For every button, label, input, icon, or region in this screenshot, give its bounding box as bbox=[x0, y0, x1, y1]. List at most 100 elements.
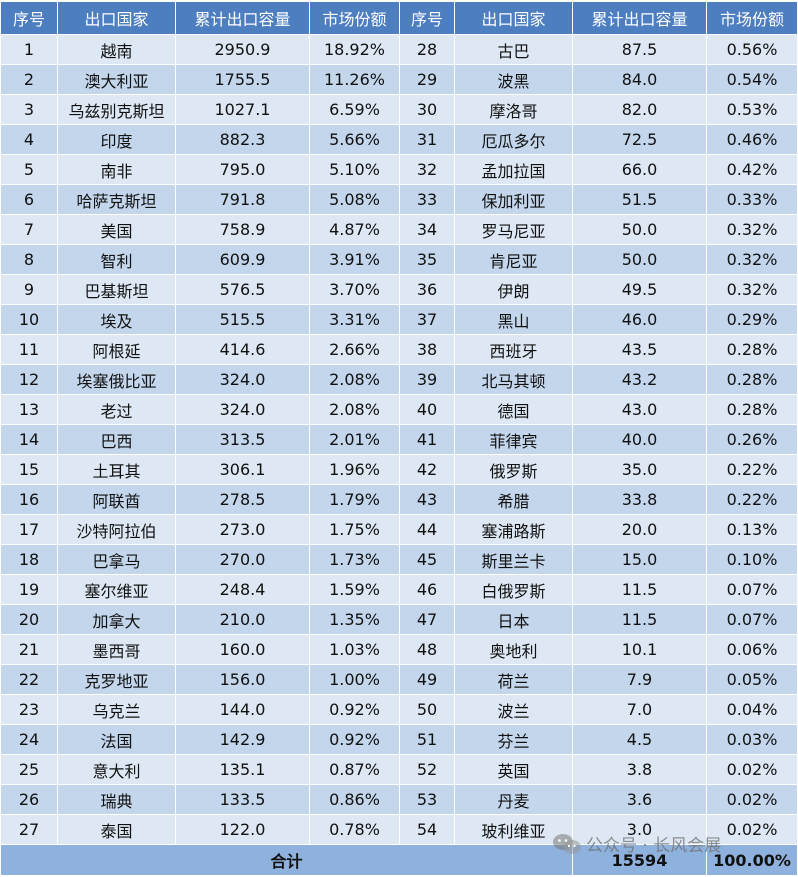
capacity-cell: 50.0 bbox=[572, 244, 707, 275]
country-cell: 瑞典 bbox=[57, 784, 176, 815]
share-cell: 0.22% bbox=[706, 454, 798, 485]
table-row: 27 泰国 122.0 0.78% 54 玻利维亚 3.0 0.02% bbox=[0, 814, 798, 845]
capacity-cell: 515.5 bbox=[175, 304, 310, 335]
country-cell: 俄罗斯 bbox=[454, 454, 573, 485]
share-cell: 1.75% bbox=[309, 514, 400, 545]
country-cell: 塞尔维亚 bbox=[57, 574, 176, 605]
rank-cell: 15 bbox=[0, 454, 58, 485]
country-cell: 摩洛哥 bbox=[454, 94, 573, 125]
rank-cell: 48 bbox=[399, 634, 455, 665]
rank-cell: 12 bbox=[0, 364, 58, 395]
capacity-cell: 33.8 bbox=[572, 484, 707, 515]
header-cell: 序号 bbox=[0, 1, 58, 35]
rank-cell: 11 bbox=[0, 334, 58, 365]
rank-cell: 35 bbox=[399, 244, 455, 275]
table-row: 21 墨西哥 160.0 1.03% 48 奥地利 10.1 0.06% bbox=[0, 634, 798, 665]
capacity-cell: 46.0 bbox=[572, 304, 707, 335]
share-cell: 18.92% bbox=[309, 34, 400, 65]
country-cell: 德国 bbox=[454, 394, 573, 425]
capacity-cell: 122.0 bbox=[175, 814, 310, 845]
table-row: 26 瑞典 133.5 0.86% 53 丹麦 3.6 0.02% bbox=[0, 784, 798, 815]
capacity-cell: 324.0 bbox=[175, 394, 310, 425]
country-cell: 保加利亚 bbox=[454, 184, 573, 215]
rank-cell: 46 bbox=[399, 574, 455, 605]
table-row: 24 法国 142.9 0.92% 51 芬兰 4.5 0.03% bbox=[0, 724, 798, 755]
share-cell: 0.56% bbox=[706, 34, 798, 65]
country-cell: 澳大利亚 bbox=[57, 64, 176, 95]
country-cell: 乌克兰 bbox=[57, 694, 176, 725]
capacity-cell: 414.6 bbox=[175, 334, 310, 365]
capacity-cell: 210.0 bbox=[175, 604, 310, 635]
table-row: 20 加拿大 210.0 1.35% 47 日本 11.5 0.07% bbox=[0, 604, 798, 635]
table-row: 10 埃及 515.5 3.31% 37 黑山 46.0 0.29% bbox=[0, 304, 798, 335]
rank-cell: 22 bbox=[0, 664, 58, 695]
header-cell: 累计出口容量 bbox=[175, 1, 310, 35]
capacity-cell: 50.0 bbox=[572, 214, 707, 245]
share-cell: 5.08% bbox=[309, 184, 400, 215]
country-cell: 巴拿马 bbox=[57, 544, 176, 575]
table-row: 13 老过 324.0 2.08% 40 德国 43.0 0.28% bbox=[0, 394, 798, 425]
watermark-text: 公众号 · 长风会展 bbox=[586, 836, 722, 856]
capacity-cell: 273.0 bbox=[175, 514, 310, 545]
capacity-cell: 51.5 bbox=[572, 184, 707, 215]
country-cell: 沙特阿拉伯 bbox=[57, 514, 176, 545]
country-cell: 白俄罗斯 bbox=[454, 574, 573, 605]
share-cell: 0.87% bbox=[309, 754, 400, 785]
table-row: 12 埃塞俄比亚 324.0 2.08% 39 北马其顿 43.2 0.28% bbox=[0, 364, 798, 395]
country-cell: 伊朗 bbox=[454, 274, 573, 305]
table-row: 3 乌兹别克斯坦 1027.1 6.59% 30 摩洛哥 82.0 0.53% bbox=[0, 94, 798, 125]
table-row: 6 哈萨克斯坦 791.8 5.08% 33 保加利亚 51.5 0.33% bbox=[0, 184, 798, 215]
rank-cell: 10 bbox=[0, 304, 58, 335]
share-cell: 0.03% bbox=[706, 724, 798, 755]
capacity-cell: 248.4 bbox=[175, 574, 310, 605]
rank-cell: 45 bbox=[399, 544, 455, 575]
rank-cell: 25 bbox=[0, 754, 58, 785]
rank-cell: 6 bbox=[0, 184, 58, 215]
capacity-cell: 40.0 bbox=[572, 424, 707, 455]
capacity-cell: 795.0 bbox=[175, 154, 310, 185]
share-cell: 0.28% bbox=[706, 394, 798, 425]
capacity-cell: 15.0 bbox=[572, 544, 707, 575]
country-cell: 菲律宾 bbox=[454, 424, 573, 455]
capacity-cell: 4.5 bbox=[572, 724, 707, 755]
capacity-cell: 3.8 bbox=[572, 754, 707, 785]
capacity-cell: 10.1 bbox=[572, 634, 707, 665]
country-cell: 墨西哥 bbox=[57, 634, 176, 665]
country-cell: 阿根延 bbox=[57, 334, 176, 365]
capacity-cell: 7.0 bbox=[572, 694, 707, 725]
share-cell: 0.28% bbox=[706, 364, 798, 395]
capacity-cell: 49.5 bbox=[572, 274, 707, 305]
share-cell: 1.79% bbox=[309, 484, 400, 515]
rank-cell: 18 bbox=[0, 544, 58, 575]
country-cell: 厄瓜多尔 bbox=[454, 124, 573, 155]
country-cell: 日本 bbox=[454, 604, 573, 635]
country-cell: 印度 bbox=[57, 124, 176, 155]
country-cell: 法国 bbox=[57, 724, 176, 755]
header-cell: 序号 bbox=[399, 1, 455, 35]
country-cell: 越南 bbox=[57, 34, 176, 65]
capacity-cell: 142.9 bbox=[175, 724, 310, 755]
rank-cell: 3 bbox=[0, 94, 58, 125]
country-cell: 巴基斯坦 bbox=[57, 274, 176, 305]
capacity-cell: 11.5 bbox=[572, 604, 707, 635]
country-cell: 老过 bbox=[57, 394, 176, 425]
country-cell: 西班牙 bbox=[454, 334, 573, 365]
country-cell: 黑山 bbox=[454, 304, 573, 335]
rank-cell: 2 bbox=[0, 64, 58, 95]
capacity-cell: 1755.5 bbox=[175, 64, 310, 95]
share-cell: 0.06% bbox=[706, 634, 798, 665]
table-row: 14 巴西 313.5 2.01% 41 菲律宾 40.0 0.26% bbox=[0, 424, 798, 455]
rank-cell: 8 bbox=[0, 244, 58, 275]
rank-cell: 30 bbox=[399, 94, 455, 125]
rank-cell: 24 bbox=[0, 724, 58, 755]
rank-cell: 13 bbox=[0, 394, 58, 425]
share-cell: 2.66% bbox=[309, 334, 400, 365]
capacity-cell: 576.5 bbox=[175, 274, 310, 305]
share-cell: 3.31% bbox=[309, 304, 400, 335]
table-row: 9 巴基斯坦 576.5 3.70% 36 伊朗 49.5 0.32% bbox=[0, 274, 798, 305]
table-row: 2 澳大利亚 1755.5 11.26% 29 波黑 84.0 0.54% bbox=[0, 64, 798, 95]
wechat-icon bbox=[553, 833, 581, 854]
share-cell: 0.02% bbox=[706, 754, 798, 785]
rank-cell: 51 bbox=[399, 724, 455, 755]
share-cell: 0.10% bbox=[706, 544, 798, 575]
